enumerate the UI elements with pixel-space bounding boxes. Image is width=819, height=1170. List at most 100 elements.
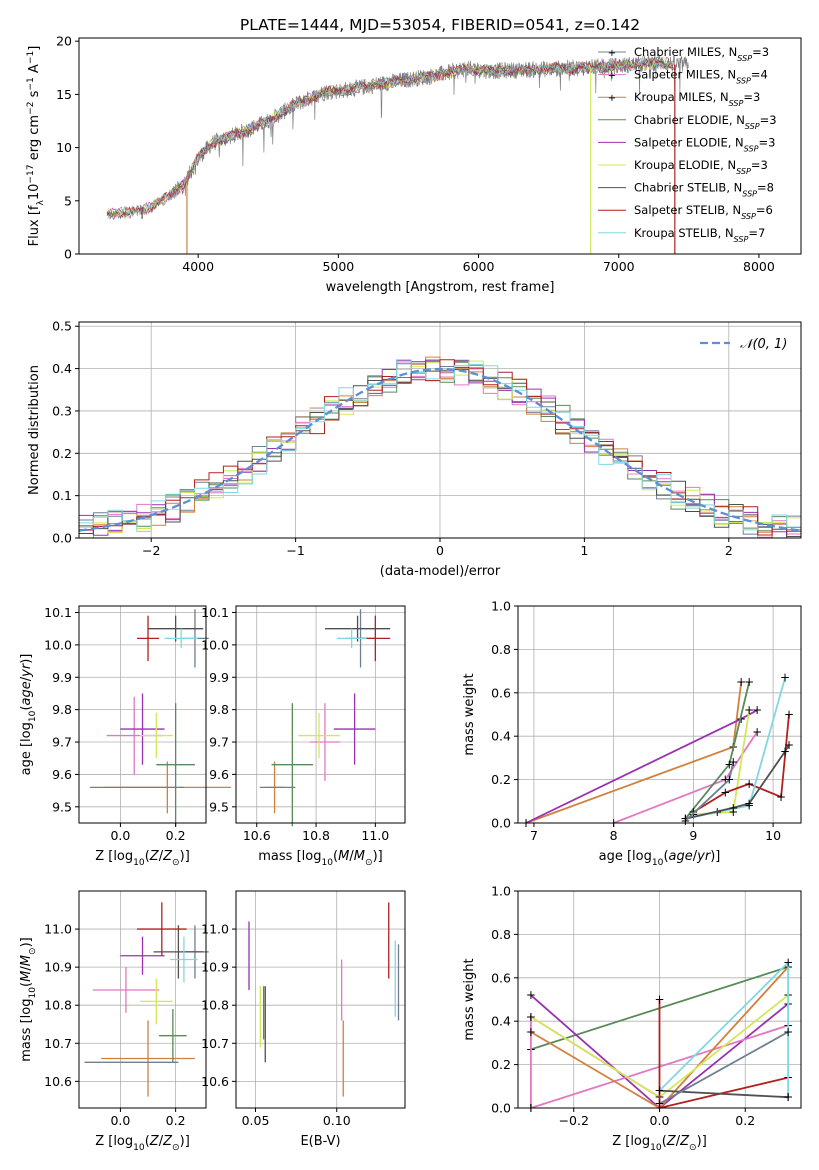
x-axis-label: E(B-V) [300, 1134, 340, 1149]
legend-label: 𝒩(0, 1) [740, 337, 787, 352]
y-tick-label: 0.0 [491, 1101, 511, 1116]
y-tick-label: 0.6 [491, 685, 511, 700]
x-axis-label: (data-model)/error [380, 564, 501, 579]
mass-weight-marker: + [526, 1010, 536, 1024]
x-tick-label: −1 [286, 543, 304, 558]
y-axis-label: Flux [fλ10−17 erg cm−2 s−1 A−1] [26, 46, 46, 247]
legend-label: Salpeter ELODIE, NSSP=3 [634, 135, 775, 153]
y-tick-label: 9.5 [52, 799, 72, 814]
mass-weight-marker: + [736, 675, 746, 689]
axes-frame [235, 890, 406, 1109]
x-tick-label: 8 [610, 828, 618, 843]
x-tick-label: 7000 [603, 259, 635, 274]
y-tick-label: 0.5 [52, 319, 72, 334]
x-tick-label: 0.05 [242, 1113, 270, 1128]
y-tick-label: 0.2 [491, 772, 511, 787]
y-tick-label: 0.0 [491, 816, 511, 831]
x-tick-label: 0.2 [166, 828, 186, 843]
x-tick-label: 10.6 [243, 828, 271, 843]
legend-label: Kroupa MILES, NSSP=3 [634, 90, 760, 108]
x-tick-label: −0.2 [559, 1113, 589, 1128]
y-tick-label: 0.1 [52, 488, 72, 503]
y-tick-label: 10.7 [201, 1036, 229, 1051]
y-axis-label: mass weight [462, 673, 477, 755]
y-axis-label: age [log10(age/yr)] [19, 654, 38, 776]
y-tick-label: 9.9 [209, 670, 229, 685]
axes-frame [78, 890, 207, 1109]
legend-label: Chabrier MILES, NSSP=3 [634, 45, 769, 63]
age-vs-mass-panel: 10.6 10.8 11.0 9.5 9.6 9.7 9.8 9.9 10.0 10.1 mass … [201, 605, 406, 868]
x-tick-label: 4000 [182, 259, 214, 274]
mass-weight-line [525, 709, 758, 824]
y-tick-label: 0.4 [491, 1014, 511, 1029]
y-tick-label: 0 [64, 247, 72, 262]
y-tick-label: 9.9 [52, 670, 72, 685]
x-axis-label: Z [log10(Z/Z⊙)] [612, 1134, 707, 1153]
age-vs-metallicity-panel: 0.0 0.2 9.5 9.6 9.7 9.8 9.9 10.0 10.1 Z [log10(Z/… [19, 605, 231, 868]
mass-weight-marker: + [654, 1097, 664, 1111]
x-axis-label: Z [log10(Z/Z⊙)] [95, 1134, 190, 1153]
mass-weight-marker: + [728, 805, 738, 819]
x-tick-label: 0.0 [110, 828, 130, 843]
y-tick-label: 10.6 [201, 1074, 229, 1089]
mass-weight-marker: + [744, 799, 754, 813]
mass-weight-marker: + [724, 757, 734, 771]
mass-weight-line [684, 762, 735, 822]
mass-weight-marker: + [728, 801, 738, 815]
histogram-step [79, 359, 801, 538]
y-tick-label: 10.6 [44, 1074, 72, 1089]
axes-frame [78, 605, 207, 824]
x-tick-label: 5000 [322, 259, 354, 274]
y-tick-label: 0.4 [491, 729, 511, 744]
spectrum-traces [106, 55, 690, 254]
y-tick-label: 5 [64, 193, 72, 208]
mass-weight-marker: + [744, 796, 754, 810]
y-tick-label: 9.7 [52, 735, 72, 750]
weight-vs-metallicity-panel: +++++++++++++++++++++++ +++−0.2 0.0 0.20.00… [462, 884, 802, 1153]
mass-weight-marker: + [654, 993, 664, 1007]
mass-weight-marker: + [783, 1090, 793, 1104]
mass-weight-marker: + [724, 773, 734, 787]
legend-marker: + [608, 48, 616, 59]
mass-weight-marker: + [784, 708, 794, 722]
y-tick-label: 10.1 [44, 605, 72, 620]
mass-weight-marker: + [728, 755, 738, 769]
y-tick-label: 9.7 [209, 735, 229, 750]
y-tick-label: 0.0 [52, 531, 72, 546]
mass-weight-marker: + [783, 956, 793, 970]
residual-histogram-panel: −2 −1 0 1 2 0.0 0.1 0.2 0.3 0.4 0.5 (data-model)/er… [27, 319, 802, 579]
y-tick-label: 15 [56, 87, 72, 102]
mass-weight-marker: + [783, 1090, 793, 1104]
x-tick-label: −2 [142, 543, 160, 558]
mass-weight-marker: + [744, 777, 754, 791]
axes-frame [78, 37, 802, 255]
mass-weight-marker: + [784, 738, 794, 752]
mass-weight-marker: + [680, 814, 690, 828]
mass-weight-marker: + [654, 1084, 664, 1098]
mass-weight-marker: + [780, 671, 790, 685]
mass-weight-marker: + [526, 1010, 536, 1024]
y-tick-label: 11.0 [201, 922, 229, 937]
y-tick-label: 0.4 [52, 361, 72, 376]
y-tick-label: 0.6 [491, 970, 511, 985]
mass-vs-metallicity-panel: 0.0 0.2 10.6 10.7 10.8 10.9 11.0 Z [log10(Z/Z⊙)… [19, 890, 209, 1153]
x-tick-label: 7 [530, 828, 538, 843]
y-tick-label: 0.2 [52, 446, 72, 461]
x-axis-label: Z [log10(Z/Z⊙)] [95, 849, 190, 868]
mass-weight-line [692, 714, 790, 813]
y-tick-label: 1.0 [491, 884, 511, 899]
y-tick-label: 10.8 [201, 998, 229, 1013]
x-tick-label: 1 [580, 543, 588, 558]
y-tick-label: 9.5 [209, 799, 229, 814]
axes-frame [235, 605, 406, 824]
mass-weight-marker: + [720, 786, 730, 800]
mass-weight-marker: + [780, 744, 790, 758]
x-tick-label: 0.0 [650, 1113, 670, 1128]
mass-weight-marker: + [783, 1025, 793, 1039]
legend-marker: + [608, 71, 616, 82]
model-spectrum-line [106, 58, 675, 221]
legend-label: Salpeter MILES, NSSP=4 [634, 68, 768, 86]
y-axis-label: mass weight [462, 958, 477, 1040]
mass-weight-marker: + [720, 773, 730, 787]
